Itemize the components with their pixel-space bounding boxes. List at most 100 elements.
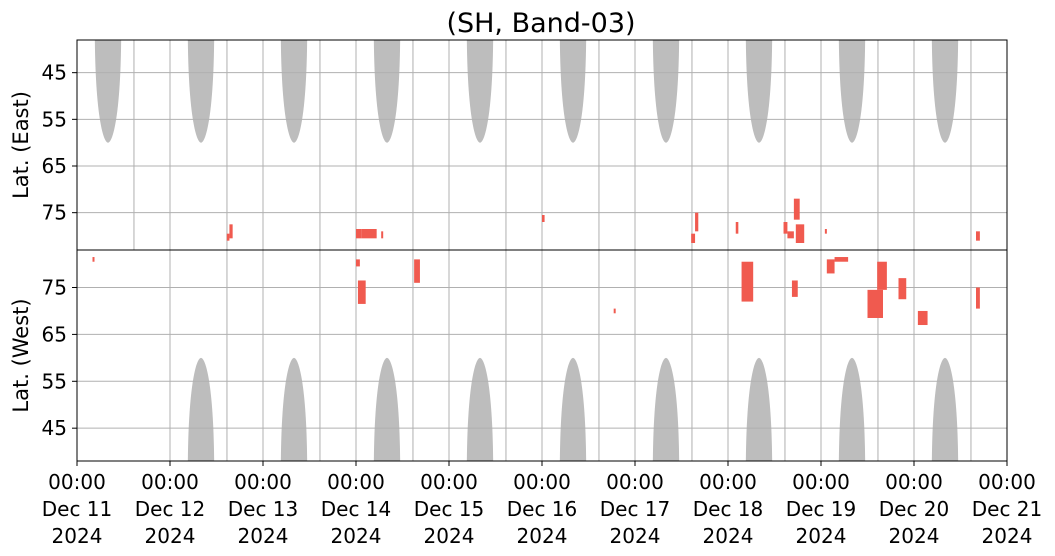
coverage-lobe (187, 357, 215, 461)
coverage-scan-line (412, 250, 414, 461)
x-tick-label: Dec 17 (600, 497, 671, 521)
detection-cell (976, 231, 980, 241)
x-tick-label: 2024 (517, 524, 568, 548)
detection-cell (898, 278, 907, 300)
detection-cell (735, 222, 739, 234)
coverage-scan-line (412, 40, 414, 250)
x-tick-label: Dec 13 (228, 497, 299, 521)
x-tick-label: 00:00 (885, 470, 943, 494)
x-tick-label: Dec 18 (693, 497, 764, 521)
detection-cell (613, 308, 616, 314)
coverage-lobe (652, 40, 680, 143)
detection-cell (791, 280, 798, 297)
x-tick-label: Dec 14 (321, 497, 392, 521)
x-tick-label: 00:00 (513, 470, 571, 494)
coverage-scan-line (970, 250, 972, 461)
coverage-scan-line (691, 40, 693, 250)
coverage-scan-line (877, 40, 879, 250)
y-axis-label: Lat. (East) (9, 91, 33, 199)
detection-cell (793, 198, 800, 220)
coverage-scan-line (226, 40, 228, 250)
detection-cell (92, 257, 95, 262)
x-tick-label: 2024 (424, 524, 475, 548)
x-tick-label: Dec 20 (879, 497, 950, 521)
x-tick-label: Dec 11 (42, 497, 113, 521)
coverage-scan-line (877, 250, 879, 461)
x-tick-label: 2024 (52, 524, 103, 548)
y-tick-label: 45 (42, 416, 67, 440)
x-tick-label: 00:00 (48, 470, 106, 494)
y-tick-label: 55 (42, 107, 67, 131)
detection-cell (867, 289, 883, 318)
x-tick-label: 00:00 (978, 470, 1036, 494)
detection-cell (834, 257, 849, 262)
detection-cell (917, 310, 928, 326)
detection-cell (824, 229, 827, 234)
y-tick-label: 75 (42, 201, 67, 225)
detection-cell (787, 231, 794, 239)
x-tick-label: 2024 (610, 524, 661, 548)
x-tick-label: 2024 (982, 524, 1033, 548)
coverage-scan-line (691, 250, 693, 461)
coverage-scan-line (226, 250, 228, 461)
x-tick-label: Dec 19 (786, 497, 857, 521)
detection-cell (226, 233, 230, 241)
y-tick-label: 45 (42, 61, 67, 85)
x-tick-label: 2024 (796, 524, 847, 548)
coverage-lobe (652, 357, 680, 461)
x-tick-label: 00:00 (234, 470, 292, 494)
detection-cell (356, 259, 360, 267)
x-tick-label: 2024 (331, 524, 382, 548)
detection-cell (691, 233, 696, 243)
detection-cell (414, 259, 420, 283)
coverage-scan-line (784, 250, 786, 461)
coverage-scan-line (505, 250, 507, 461)
plot-area: 45 55 65 75 Lat. (East) 75 65 55 45 Lat. (West) 00… (9, 39, 1043, 548)
detection-cell (826, 259, 835, 274)
x-tick-label: 00:00 (327, 470, 385, 494)
coverage-lobe (466, 357, 494, 461)
detection-cell (741, 261, 754, 302)
x-tick-label: Dec 15 (414, 497, 485, 521)
x-tick-label: 00:00 (141, 470, 199, 494)
x-tick-label: Dec 16 (507, 497, 578, 521)
detection-cell (695, 212, 699, 232)
detection-cell (357, 280, 366, 304)
coverage-scan-line (505, 40, 507, 250)
y-axis-label: Lat. (West) (9, 298, 33, 412)
coverage-scan-line (784, 40, 786, 250)
coverage-lobe (745, 357, 773, 461)
coverage-lobe (931, 40, 959, 143)
detection-cell (356, 229, 362, 239)
y-tick-label: 55 (42, 369, 67, 393)
x-tick-label: 00:00 (606, 470, 664, 494)
coverage-scan-line (970, 40, 972, 250)
coverage-lobe (838, 40, 866, 143)
detection-cell (381, 231, 384, 239)
coverage-lobe (745, 40, 773, 143)
coverage-lobe (280, 357, 308, 461)
coverage-scan-line (133, 40, 135, 250)
detection-cell (783, 222, 788, 234)
x-tick-label: Dec 21 (972, 497, 1043, 521)
coverage-scan-line (319, 40, 321, 250)
coverage-lobe (373, 357, 401, 461)
coverage-lobe (559, 357, 587, 461)
panel-west (77, 250, 1007, 461)
coverage-lobe (280, 40, 308, 143)
y-tick-label: 75 (42, 276, 67, 300)
x-tick-label: 00:00 (792, 470, 850, 494)
detection-cell (795, 224, 805, 243)
x-tick-label: 2024 (889, 524, 940, 548)
detection-cell (361, 229, 377, 239)
coverage-scan-line (319, 250, 321, 461)
x-tick-label: Dec 12 (135, 497, 206, 521)
coverage-lobe (94, 40, 122, 143)
coverage-lobe (373, 40, 401, 143)
y-tick-label: 65 (42, 322, 67, 346)
x-tick-label: 00:00 (420, 470, 478, 494)
x-tick-label: 2024 (703, 524, 754, 548)
coverage-scan-line (598, 40, 600, 250)
x-tick-label: 2024 (145, 524, 196, 548)
